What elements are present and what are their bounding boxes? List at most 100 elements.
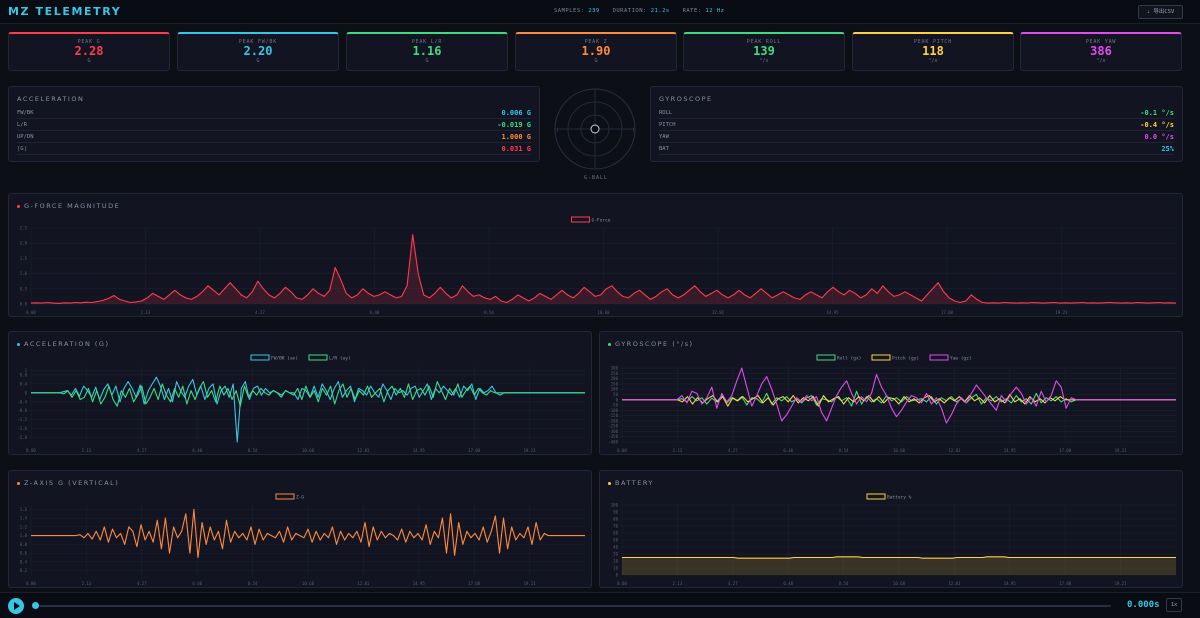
x-tick-label: 4.27 [137, 581, 147, 586]
x-tick-label: 10.68 [302, 448, 315, 453]
peak-label: PEAK G [77, 39, 101, 45]
readout-label: ROLL [659, 110, 673, 116]
readout-value: 25% [1161, 145, 1174, 153]
y-tick-label: 1.2 [20, 524, 28, 529]
y-tick-label: -350 [608, 434, 618, 439]
y-tick-label: 100 [611, 503, 619, 508]
zaxis-chart: Z-G 1.6 1.4 1.2 1.0 0.8 0.6 0.4 0.2 0.00 2.13 4.27 6… [20, 493, 585, 586]
stat-label: DURATION: [612, 8, 647, 14]
peak-value: 2.28 [74, 44, 104, 58]
y-tick-label: 50 [613, 392, 618, 397]
y-tick-label: 300 [611, 366, 619, 371]
scrubber-handle[interactable] [32, 602, 39, 609]
x-tick-label: 4.27 [728, 581, 738, 586]
g-ball: | | [554, 88, 636, 170]
y-tick-label: -400 [608, 440, 618, 445]
peak-label: PEAK PITCH [913, 39, 953, 45]
legend-swatch [308, 354, 328, 361]
x-tick-label: 17.08 [1059, 448, 1072, 453]
readout-row: BAT 25% [659, 144, 1174, 155]
y-tick-label: 1.6 [20, 507, 28, 512]
legend-label: FW/BK (ax) [271, 356, 298, 362]
gyroscope-chart-panel: GYROSCOPE (°/s) Roll (gx) Pitch (gy) Yaw (… [599, 331, 1183, 455]
y-tick-label: -200 [608, 418, 618, 423]
readout-row: FW/BK 0.006 G [17, 108, 531, 119]
readout-label: UP/DN [17, 134, 34, 140]
peak-unit: °/s [759, 58, 769, 64]
y-tick-label: -1.6 [17, 426, 27, 431]
x-tick-label: 6.40 [370, 310, 380, 315]
x-tick-label: 0.00 [617, 581, 627, 586]
y-tick-label: 0.4 [20, 381, 28, 386]
legend-swatch [929, 354, 949, 361]
peak-label: PEAK L/R [411, 39, 443, 45]
chart-title: Z-AXIS G (VERTICAL) [17, 479, 119, 487]
play-icon [14, 602, 20, 610]
x-tick-label: 0.00 [26, 448, 36, 453]
y-tick-label: 10 [613, 566, 618, 571]
y-tick-label: -100 [608, 408, 618, 413]
x-tick-label: 8.54 [484, 310, 494, 315]
readout-label: BAT [659, 146, 669, 152]
chart-title-text: GYROSCOPE (°/s) [615, 340, 694, 348]
series-line [31, 376, 585, 443]
x-tick-label: 2.13 [82, 581, 92, 586]
g-ball-label: G-BALL [584, 175, 609, 181]
x-tick-label: 19.21 [1115, 581, 1128, 586]
legend-label: Z-G [296, 495, 304, 501]
battery-chart-panel: BATTERY Battery % 100 90 80 70 60 50 40 30 20 10 0 0… [599, 470, 1183, 588]
x-tick-label: 12.81 [948, 448, 961, 453]
peak-card: PEAK G 2.28 G [8, 32, 170, 71]
legend-label: Pitch (gy) [892, 356, 919, 362]
g-ball-tick: | [556, 127, 558, 132]
legend-swatch [275, 493, 295, 500]
peak-unit: G [256, 58, 260, 64]
title-dot [608, 481, 611, 485]
zaxis-chart-panel: Z-AXIS G (VERTICAL) Z-G 1.6 1.4 1.2 1.0 0.8 0.… [8, 470, 592, 588]
chart-title-text: Z-AXIS G (VERTICAL) [24, 479, 120, 487]
readout-label: FW/BK [17, 110, 34, 116]
peak-value: 1.16 [412, 44, 442, 58]
peak-value: 1.90 [581, 44, 611, 58]
y-tick-label: 150 [611, 381, 619, 386]
y-tick-label: 0.4 [20, 559, 28, 564]
readout-label: YAW [659, 134, 669, 140]
gforce-chart-panel: G-FORCE MAGNITUDE G-Force 0.0 0.5 1.0 1.5 2.0… [8, 193, 1183, 317]
title-dot [17, 342, 20, 346]
speed-button[interactable]: 1x [1166, 598, 1182, 612]
y-tick-label: -0.4 [17, 399, 27, 404]
x-tick-label: 19.21 [524, 448, 537, 453]
x-tick-label: 12.81 [948, 581, 961, 586]
x-tick-label: 14.95 [826, 310, 839, 315]
y-tick-label: 0 [25, 390, 28, 395]
chart-title-text: G-FORCE MAGNITUDE [24, 202, 121, 210]
timeline-scrubber[interactable] [33, 605, 1111, 607]
x-tick-label: 14.95 [1004, 581, 1017, 586]
y-tick-label: 0.0 [20, 302, 28, 307]
gyroscope-chart: Roll (gx) Pitch (gy) Yaw (gz)3002502001501… [608, 354, 1176, 453]
peak-value: 2.20 [243, 44, 273, 58]
readout-label: |G| [17, 146, 27, 152]
peak-label: PEAK YAW [1085, 39, 1117, 45]
y-tick-label: 1.5 [20, 256, 28, 261]
y-tick-label: 30 [613, 552, 618, 557]
x-tick-label: 8.54 [248, 581, 258, 586]
peak-card: PEAK L/R 1.16 G [346, 32, 508, 71]
export-csv-button[interactable]: ⇣ 导出CSV [1138, 5, 1183, 19]
chart-title: BATTERY [608, 479, 654, 487]
title-dot [608, 342, 611, 346]
x-tick-label: 17.08 [468, 448, 481, 453]
y-tick-label: 2.0 [20, 241, 28, 246]
play-button[interactable] [8, 598, 24, 614]
chart-title-text: BATTERY [615, 479, 654, 487]
y-tick-label: -50 [611, 403, 619, 408]
series-line [30, 234, 1177, 304]
x-tick-label: 10.68 [893, 581, 906, 586]
peak-card: PEAK Z 1.90 G [515, 32, 677, 71]
x-tick-label: 19.21 [1115, 448, 1128, 453]
y-tick-label: 70 [613, 524, 618, 529]
y-tick-label: 0.6 [20, 551, 28, 556]
series-line [622, 556, 1176, 559]
top-bar: MZ TELEMETRY SAMPLES: 239 DURATION: 21.2… [0, 0, 1200, 24]
legend-label: G-Force [592, 218, 611, 224]
